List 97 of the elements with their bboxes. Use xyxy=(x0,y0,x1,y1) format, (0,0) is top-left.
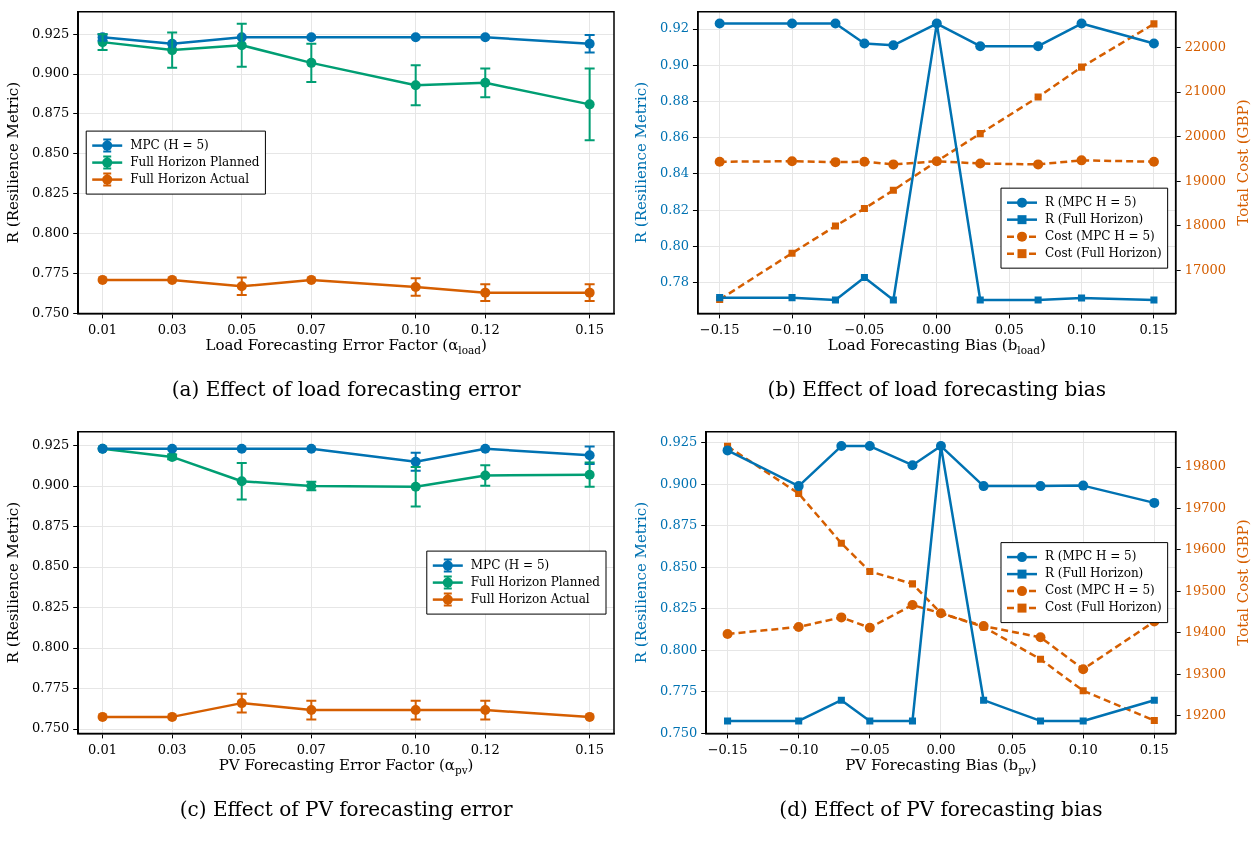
legend-label: R (MPC H = 5) xyxy=(1045,549,1137,564)
x-tick-label: 0.00 xyxy=(926,741,956,757)
legend-label: Cost (MPC H = 5) xyxy=(1045,583,1155,598)
y-tick-label: 0.775 xyxy=(32,264,70,280)
text: (a) Effect of load forecasting error xyxy=(171,376,521,401)
y-tick-label: 0.850 xyxy=(660,558,698,574)
y2-tick-label: 18000 xyxy=(1184,217,1226,233)
y2-tick-label: 17000 xyxy=(1184,261,1226,277)
x-tick-label: 0.15 xyxy=(575,741,605,757)
y2-tick-label: 19000 xyxy=(1184,172,1226,188)
y-tick-label: 0.750 xyxy=(660,724,698,740)
y-tick-label: 0.825 xyxy=(32,185,70,201)
x-tick-label: 0.15 xyxy=(1139,321,1169,337)
legend-label: R (Full Horizon) xyxy=(1045,211,1144,226)
y2-tick-label: 21000 xyxy=(1184,83,1226,99)
y-tick-label: 0.86 xyxy=(659,129,689,145)
y2-tick-label: 19200 xyxy=(1184,706,1226,722)
y-tick-label: 0.900 xyxy=(32,477,70,493)
x-tick-label: 0.10 xyxy=(401,321,431,337)
y2-tick-label: 19400 xyxy=(1184,624,1226,640)
y-tick-label: 0.900 xyxy=(660,475,698,491)
y2-tick-label: 19300 xyxy=(1184,665,1226,681)
x-tick-label: 0.10 xyxy=(401,741,431,757)
x-tick-label: 0.12 xyxy=(470,321,500,337)
y2-tick-label: 19500 xyxy=(1184,582,1226,598)
y-tick-label: 0.80 xyxy=(659,237,689,253)
text: (c) Effect of PV forecasting error xyxy=(179,796,513,821)
x-tick-label: −0.10 xyxy=(772,321,812,337)
y-tick-label: 0.925 xyxy=(660,434,698,450)
legend-label: MPC (H = 5) xyxy=(130,137,209,152)
x-tick-label: 0.05 xyxy=(997,741,1027,757)
x-tick-label: 0.10 xyxy=(1067,321,1097,337)
x-tick-label: 0.03 xyxy=(157,741,187,757)
x-tick-label: 0.15 xyxy=(1139,741,1169,757)
x-tick-label: 0.05 xyxy=(227,741,257,757)
y-axis-title: R (Resilience Metric) xyxy=(3,81,22,244)
y2-tick-label: 19800 xyxy=(1184,458,1226,474)
legend-label: Full Horizon Actual xyxy=(470,591,590,606)
y-tick-label: 0.775 xyxy=(660,683,698,699)
legend-label: R (Full Horizon) xyxy=(1045,566,1144,581)
y-tick-label: 0.78 xyxy=(659,273,689,289)
x-tick-label: −0.05 xyxy=(849,741,890,757)
legend-label: Full Horizon Planned xyxy=(130,154,260,169)
x-tick-label: −0.05 xyxy=(844,321,885,337)
x-tick-label: 0.10 xyxy=(1068,741,1098,757)
x-tick-label: 0.05 xyxy=(994,321,1024,337)
y-tick-label: 0.800 xyxy=(32,224,70,240)
x-tick-label: −0.15 xyxy=(707,741,748,757)
y-tick-label: 0.850 xyxy=(32,145,70,161)
x-tick-label: −0.10 xyxy=(778,741,819,757)
y2-axis-title: Total Cost (GBP) xyxy=(1233,519,1252,646)
x-tick-label: −0.15 xyxy=(699,321,740,337)
y-axis-title: R (Resilience Metric) xyxy=(3,501,22,664)
y-tick-label: 0.800 xyxy=(660,641,698,657)
y2-tick-label: 20000 xyxy=(1184,128,1226,144)
y-tick-label: 0.850 xyxy=(32,558,70,574)
text: (d) Effect of PV forecasting bias xyxy=(779,796,1103,821)
y2-tick-label: 22000 xyxy=(1184,38,1226,54)
y-tick-label: 0.800 xyxy=(32,639,70,655)
legend-label: R (MPC H = 5) xyxy=(1045,194,1137,209)
y-tick-label: 0.825 xyxy=(32,598,70,614)
y-tick-label: 0.775 xyxy=(32,679,70,695)
y-tick-label: 0.925 xyxy=(32,25,70,41)
y-tick-label: 0.82 xyxy=(659,201,689,217)
y-tick-label: 0.875 xyxy=(32,105,70,121)
y-tick-label: 0.90 xyxy=(659,56,689,72)
y-tick-label: 0.875 xyxy=(32,517,70,533)
y2-tick-label: 19600 xyxy=(1184,541,1226,557)
x-tick-label: 0.07 xyxy=(296,741,326,757)
legend-label: Full Horizon Actual xyxy=(130,171,250,186)
y-tick-label: 0.750 xyxy=(32,720,70,736)
legend-label: MPC (H = 5) xyxy=(470,557,550,572)
y-axis-title: R (Resilience Metric) xyxy=(631,501,650,664)
x-tick-label: 0.01 xyxy=(88,321,118,337)
x-tick-label: 0.03 xyxy=(157,321,187,337)
legend-label: Full Horizon Planned xyxy=(470,574,601,589)
x-tick-label: 0.01 xyxy=(88,741,118,757)
y-tick-label: 0.750 xyxy=(32,304,70,320)
x-tick-label: 0.05 xyxy=(227,321,257,337)
x-tick-label: 0.15 xyxy=(575,321,605,337)
y-axis-title: R (Resilience Metric) xyxy=(631,81,650,244)
y-tick-label: 0.92 xyxy=(659,20,689,36)
x-tick-label: 0.00 xyxy=(922,321,952,337)
y2-axis-title: Total Cost (GBP) xyxy=(1233,99,1252,226)
legend-label: Cost (MPC H = 5) xyxy=(1045,228,1155,243)
legend-label: Cost (Full Horizon) xyxy=(1045,245,1162,260)
y-tick-label: 0.925 xyxy=(32,436,70,452)
x-tick-label: 0.12 xyxy=(470,741,500,757)
legend-label: Cost (Full Horizon) xyxy=(1045,600,1162,615)
y-tick-label: 0.900 xyxy=(32,65,70,81)
y-tick-label: 0.88 xyxy=(659,92,689,108)
y-tick-label: 0.875 xyxy=(660,517,698,533)
y-tick-label: 0.84 xyxy=(659,165,689,181)
y-tick-label: 0.825 xyxy=(660,600,698,616)
text: (b) Effect of load forecasting bias xyxy=(767,376,1107,401)
x-tick-label: 0.07 xyxy=(296,321,326,337)
y2-tick-label: 19700 xyxy=(1184,499,1226,515)
